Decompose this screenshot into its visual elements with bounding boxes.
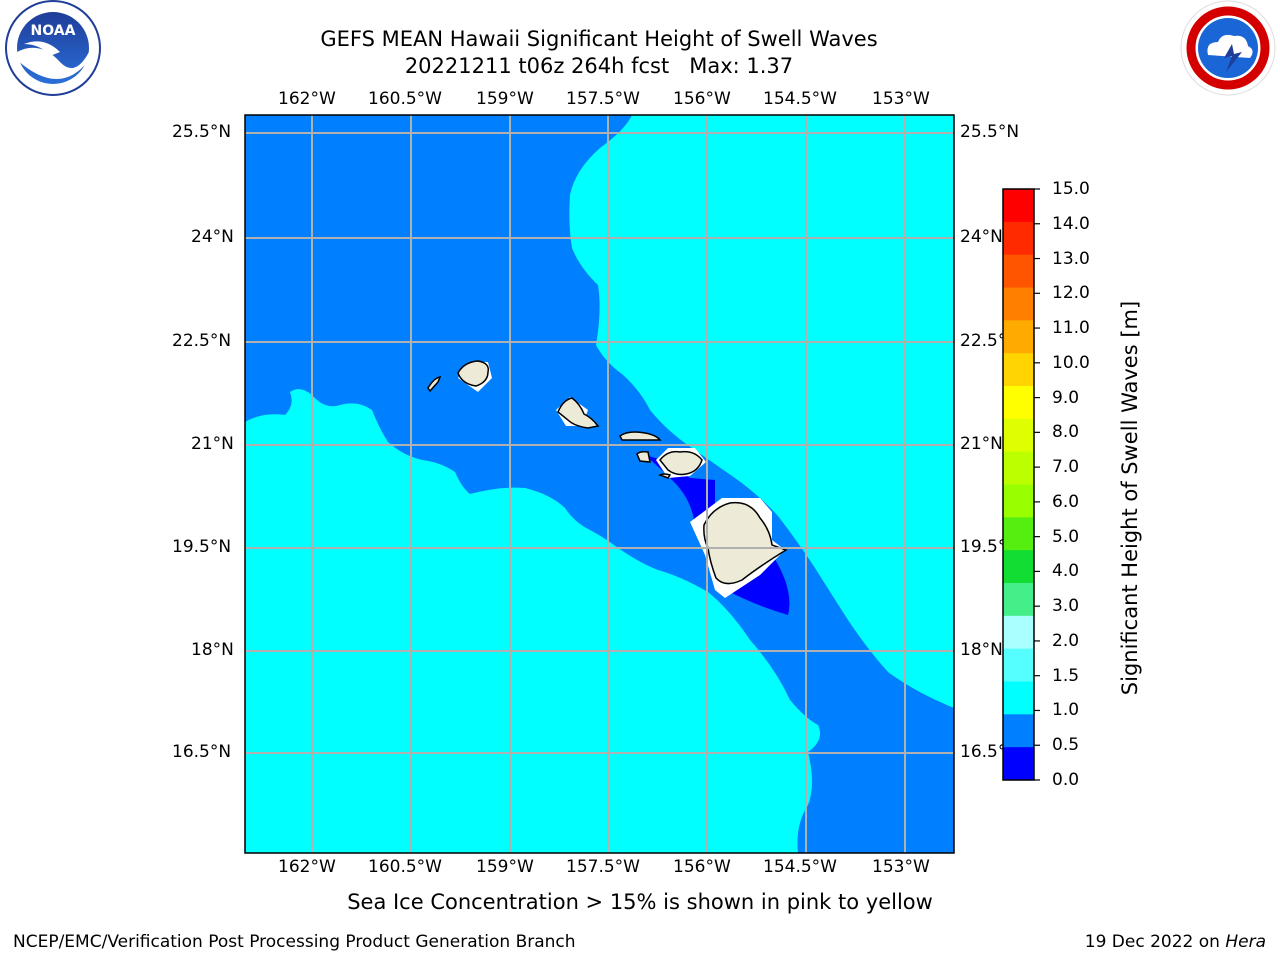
island-maui bbox=[659, 450, 703, 476]
colorbar-tick-label: 12.0 bbox=[1052, 283, 1090, 304]
lat-tick-left: 16.5°N bbox=[172, 742, 232, 762]
island-molokai bbox=[619, 431, 662, 441]
footer-date: 19 Dec 2022 on Hera bbox=[1085, 932, 1266, 952]
swell-zone-1.0-1.5-southwest bbox=[245, 389, 821, 853]
lon-tick-top: 159°W bbox=[476, 89, 534, 109]
lon-tick-bottom: 159°W bbox=[476, 857, 534, 877]
lat-tick-right: 22.5°N bbox=[960, 331, 1003, 351]
colorbar-segment bbox=[1003, 681, 1034, 715]
colorbar-segment bbox=[1003, 189, 1034, 223]
colorbar-tick-label: 6.0 bbox=[1052, 491, 1080, 512]
lat-tick-right: 24°N bbox=[960, 227, 1003, 247]
hawaiian-islands bbox=[427, 360, 788, 585]
swell-zone-1.0-1.5-northeast bbox=[569, 115, 954, 708]
colorbar-label: Significant Height of Swell Waves [m] bbox=[1118, 300, 1142, 696]
lat-tick-left: 22.5°N bbox=[172, 331, 232, 351]
footer-credit: NCEP/EMC/Verification Post Processing Pr… bbox=[13, 932, 576, 952]
colorbar-segment bbox=[1003, 451, 1034, 485]
island-kahoolawe bbox=[658, 473, 672, 479]
lat-tick-right: 25.5°N bbox=[960, 122, 1020, 142]
colorbar-tick-label: 8.0 bbox=[1052, 422, 1080, 443]
lon-tick-top: 153°W bbox=[872, 89, 930, 109]
chart-title: GEFS MEAN Hawaii Significant Height of S… bbox=[320, 27, 878, 51]
lat-tick-right: 16.5°N bbox=[960, 742, 1003, 762]
noaa-logo: NOAA bbox=[5, 0, 101, 96]
colorbar-segment bbox=[1003, 583, 1034, 617]
lat-tick-left: 18°N bbox=[191, 640, 234, 660]
map-area bbox=[245, 115, 954, 853]
footer-date-text: 19 Dec 2022 on bbox=[1084, 932, 1226, 952]
colorbar-segment bbox=[1003, 517, 1034, 551]
colorbar-tick-label: 14.0 bbox=[1052, 213, 1090, 234]
lat-tick-right: 19.5°N bbox=[960, 537, 1003, 557]
colorbar-tick-label: 2.0 bbox=[1052, 630, 1080, 651]
island-kauai bbox=[457, 360, 490, 387]
colorbar-tick-label: 15.0 bbox=[1052, 179, 1090, 199]
island-niihau bbox=[427, 376, 442, 393]
colorbar-segment bbox=[1003, 353, 1034, 387]
lon-tick-bottom: 153°W bbox=[872, 857, 930, 877]
nws-logo bbox=[1180, 0, 1276, 96]
noaa-logo-text: NOAA bbox=[31, 23, 76, 39]
colorbar-segment bbox=[1003, 550, 1034, 584]
lon-tick-bottom: 162°W bbox=[278, 857, 336, 877]
colorbar-segment bbox=[1003, 648, 1034, 682]
colorbar-segment bbox=[1003, 287, 1034, 321]
colorbar-tick-label: 1.0 bbox=[1052, 700, 1080, 721]
lat-tick-left: 24°N bbox=[191, 227, 234, 247]
lon-tick-bottom: 154.5°W bbox=[763, 857, 837, 877]
colorbar-tick-label: 13.0 bbox=[1052, 248, 1090, 269]
colorbar-tick-label: 1.5 bbox=[1052, 665, 1080, 686]
lat-tick-right: 18°N bbox=[960, 640, 1003, 660]
colorbar-segment bbox=[1003, 320, 1034, 354]
lat-tick-left: 19.5°N bbox=[172, 537, 232, 557]
swell-zone-1.0-1.5-northeast-top bbox=[866, 115, 954, 158]
lon-tick-bottom: 160.5°W bbox=[368, 857, 442, 877]
lat-tick-left: 21°N bbox=[191, 434, 234, 454]
map-frame bbox=[244, 114, 955, 854]
colorbar-segment bbox=[1003, 615, 1034, 650]
colorbar-segment bbox=[1003, 386, 1034, 420]
lon-tick-bottom: 156°W bbox=[673, 857, 731, 877]
colorbar-tick-label: 0.0 bbox=[1052, 770, 1080, 790]
colorbar-segment bbox=[1003, 418, 1034, 453]
colorbar-segment bbox=[1003, 254, 1034, 288]
colorbar-tick-label: 0.5 bbox=[1052, 735, 1080, 756]
lon-tick-bottom: 157.5°W bbox=[566, 857, 640, 877]
colorbar-tick-label: 5.0 bbox=[1052, 526, 1080, 547]
colorbar-tick-label: 3.0 bbox=[1052, 596, 1080, 617]
lat-tick-left: 25.5°N bbox=[172, 122, 232, 142]
colorbar-segment bbox=[1003, 714, 1034, 748]
lon-tick-top: 162°W bbox=[278, 89, 336, 109]
colorbar-segment bbox=[1003, 221, 1034, 256]
lon-tick-top: 157.5°W bbox=[566, 89, 640, 109]
colorbar-tick-label: 7.0 bbox=[1052, 457, 1080, 478]
colorbar-segment bbox=[1003, 484, 1034, 518]
island-hawaii bbox=[703, 501, 788, 585]
colorbar-tick-label: 11.0 bbox=[1052, 318, 1090, 339]
colorbar bbox=[1003, 188, 1040, 781]
colorbar-tick-label: 4.0 bbox=[1052, 561, 1080, 582]
lon-tick-top: 160.5°W bbox=[368, 89, 442, 109]
map-caption: Sea Ice Concentration > 15% is shown in … bbox=[347, 890, 933, 914]
map-gridlines bbox=[245, 115, 954, 853]
colorbar-tick-label: 10.0 bbox=[1052, 352, 1090, 373]
lon-tick-top: 156°W bbox=[673, 89, 731, 109]
footer-host: Hera bbox=[1225, 932, 1266, 952]
colorbar-frame bbox=[1002, 188, 1035, 781]
island-lanai bbox=[636, 451, 651, 463]
colorbar-tick-label: 9.0 bbox=[1052, 387, 1080, 408]
lat-tick-right: 21°N bbox=[960, 434, 1003, 454]
colorbar-segment bbox=[1003, 747, 1034, 781]
lon-tick-top: 154.5°W bbox=[763, 89, 837, 109]
island-oahu bbox=[557, 397, 600, 429]
chart-subtitle: 20221211 t06z 264h fcst Max: 1.37 bbox=[404, 54, 794, 78]
